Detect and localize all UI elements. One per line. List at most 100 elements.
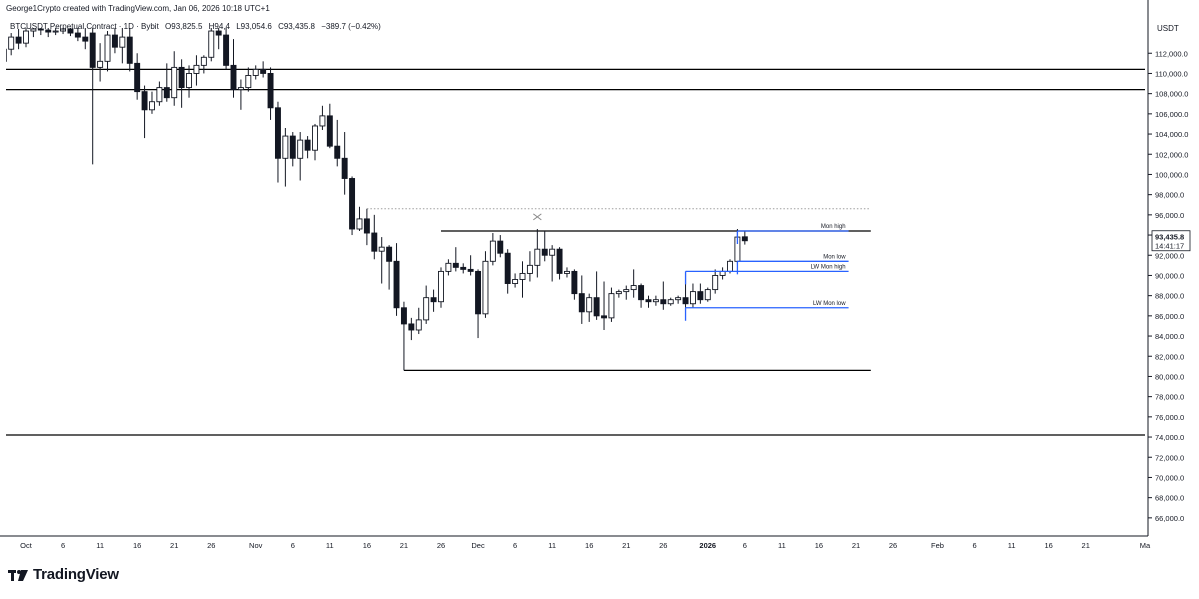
candle[interactable] bbox=[193, 55, 200, 86]
candle[interactable] bbox=[223, 28, 230, 70]
candle[interactable] bbox=[149, 91, 155, 114]
range-annotation[interactable]: LW Mon high bbox=[684, 264, 849, 285]
candle[interactable] bbox=[667, 297, 674, 306]
candle[interactable] bbox=[319, 105, 326, 131]
candle[interactable] bbox=[630, 269, 637, 298]
candle[interactable] bbox=[30, 28, 37, 38]
candle[interactable] bbox=[578, 275, 585, 324]
candle[interactable] bbox=[719, 267, 726, 280]
candle[interactable] bbox=[8, 33, 15, 56]
candle[interactable] bbox=[430, 289, 437, 312]
candle[interactable] bbox=[289, 132, 296, 167]
candle[interactable] bbox=[400, 301, 407, 371]
candle[interactable] bbox=[638, 283, 645, 308]
candle[interactable] bbox=[215, 28, 222, 50]
candle[interactable] bbox=[438, 267, 444, 308]
last-price-label[interactable]: 93,435.814:41:17 bbox=[1151, 230, 1191, 252]
candle[interactable] bbox=[504, 249, 511, 294]
candle[interactable] bbox=[371, 214, 378, 260]
range-annotation[interactable]: Mon low bbox=[736, 254, 849, 275]
candle[interactable] bbox=[415, 307, 422, 335]
candle[interactable] bbox=[304, 136, 311, 159]
range-annotation[interactable]: LW Mon low bbox=[684, 301, 849, 321]
candle[interactable] bbox=[593, 271, 600, 320]
candle[interactable] bbox=[163, 63, 170, 102]
candle[interactable] bbox=[141, 85, 148, 139]
candle[interactable] bbox=[564, 267, 570, 278]
candle[interactable] bbox=[15, 29, 22, 50]
candle[interactable] bbox=[111, 28, 118, 54]
candle[interactable] bbox=[312, 123, 318, 161]
candle[interactable] bbox=[334, 119, 341, 167]
candle[interactable] bbox=[52, 28, 59, 36]
candle[interactable] bbox=[452, 247, 459, 272]
candle[interactable] bbox=[23, 28, 29, 48]
candle[interactable] bbox=[341, 132, 348, 195]
candle[interactable] bbox=[615, 289, 622, 298]
candle[interactable] bbox=[660, 281, 667, 310]
candle[interactable] bbox=[74, 28, 81, 42]
candle[interactable] bbox=[526, 251, 533, 282]
candle[interactable] bbox=[652, 295, 659, 306]
candle[interactable] bbox=[267, 67, 274, 120]
candle[interactable] bbox=[82, 28, 89, 50]
candle[interactable] bbox=[326, 103, 333, 149]
candle[interactable] bbox=[208, 28, 215, 62]
candle[interactable] bbox=[689, 283, 696, 308]
symbol-title[interactable]: BTCUSDT Perpetual Contract · 1D · Bybit bbox=[10, 22, 159, 31]
candle[interactable] bbox=[645, 295, 652, 308]
candle[interactable] bbox=[423, 285, 430, 324]
range-annotation[interactable]: Mon high bbox=[736, 224, 849, 245]
candle[interactable] bbox=[67, 28, 74, 37]
candle[interactable] bbox=[675, 295, 682, 304]
candle[interactable] bbox=[534, 228, 541, 278]
candle[interactable] bbox=[237, 79, 244, 110]
candle[interactable] bbox=[245, 67, 252, 92]
candle[interactable] bbox=[97, 43, 104, 82]
candle[interactable] bbox=[89, 28, 96, 165]
candle[interactable] bbox=[119, 28, 126, 64]
candle[interactable] bbox=[712, 269, 719, 294]
candle[interactable] bbox=[408, 317, 415, 341]
candle[interactable] bbox=[297, 132, 304, 181]
candle[interactable] bbox=[741, 231, 748, 245]
candle[interactable] bbox=[549, 245, 556, 282]
candle[interactable] bbox=[60, 28, 67, 35]
candle[interactable] bbox=[704, 287, 711, 302]
candle[interactable] bbox=[519, 261, 526, 298]
candle[interactable] bbox=[178, 59, 185, 108]
candle[interactable] bbox=[623, 285, 630, 300]
tradingview-brand[interactable]: TradingView bbox=[8, 566, 119, 583]
candle[interactable] bbox=[601, 281, 607, 330]
candle[interactable] bbox=[200, 55, 207, 74]
candle[interactable] bbox=[37, 28, 44, 36]
candle[interactable] bbox=[356, 206, 363, 232]
candle[interactable] bbox=[260, 61, 267, 78]
candle[interactable] bbox=[460, 263, 467, 274]
candle[interactable] bbox=[363, 208, 370, 246]
x-marker-icon[interactable] bbox=[533, 213, 542, 221]
candle[interactable] bbox=[445, 259, 452, 276]
candle[interactable] bbox=[134, 53, 141, 100]
candle[interactable] bbox=[512, 273, 519, 288]
candle[interactable] bbox=[393, 243, 400, 316]
candle[interactable] bbox=[571, 269, 578, 300]
candle[interactable] bbox=[467, 255, 474, 276]
candle[interactable] bbox=[282, 127, 289, 187]
candle[interactable] bbox=[349, 176, 356, 236]
candle[interactable] bbox=[378, 237, 385, 284]
candle[interactable] bbox=[171, 51, 178, 106]
candle[interactable] bbox=[386, 245, 393, 290]
candle[interactable] bbox=[697, 283, 704, 304]
candle[interactable] bbox=[489, 233, 496, 266]
candle[interactable] bbox=[186, 65, 193, 98]
candle[interactable] bbox=[608, 287, 615, 322]
candle[interactable] bbox=[252, 65, 259, 80]
candle[interactable] bbox=[274, 101, 281, 183]
candle[interactable] bbox=[230, 39, 237, 98]
candle[interactable] bbox=[156, 81, 163, 106]
candle[interactable] bbox=[126, 28, 133, 72]
candle[interactable] bbox=[497, 235, 504, 258]
candle[interactable] bbox=[586, 293, 593, 322]
